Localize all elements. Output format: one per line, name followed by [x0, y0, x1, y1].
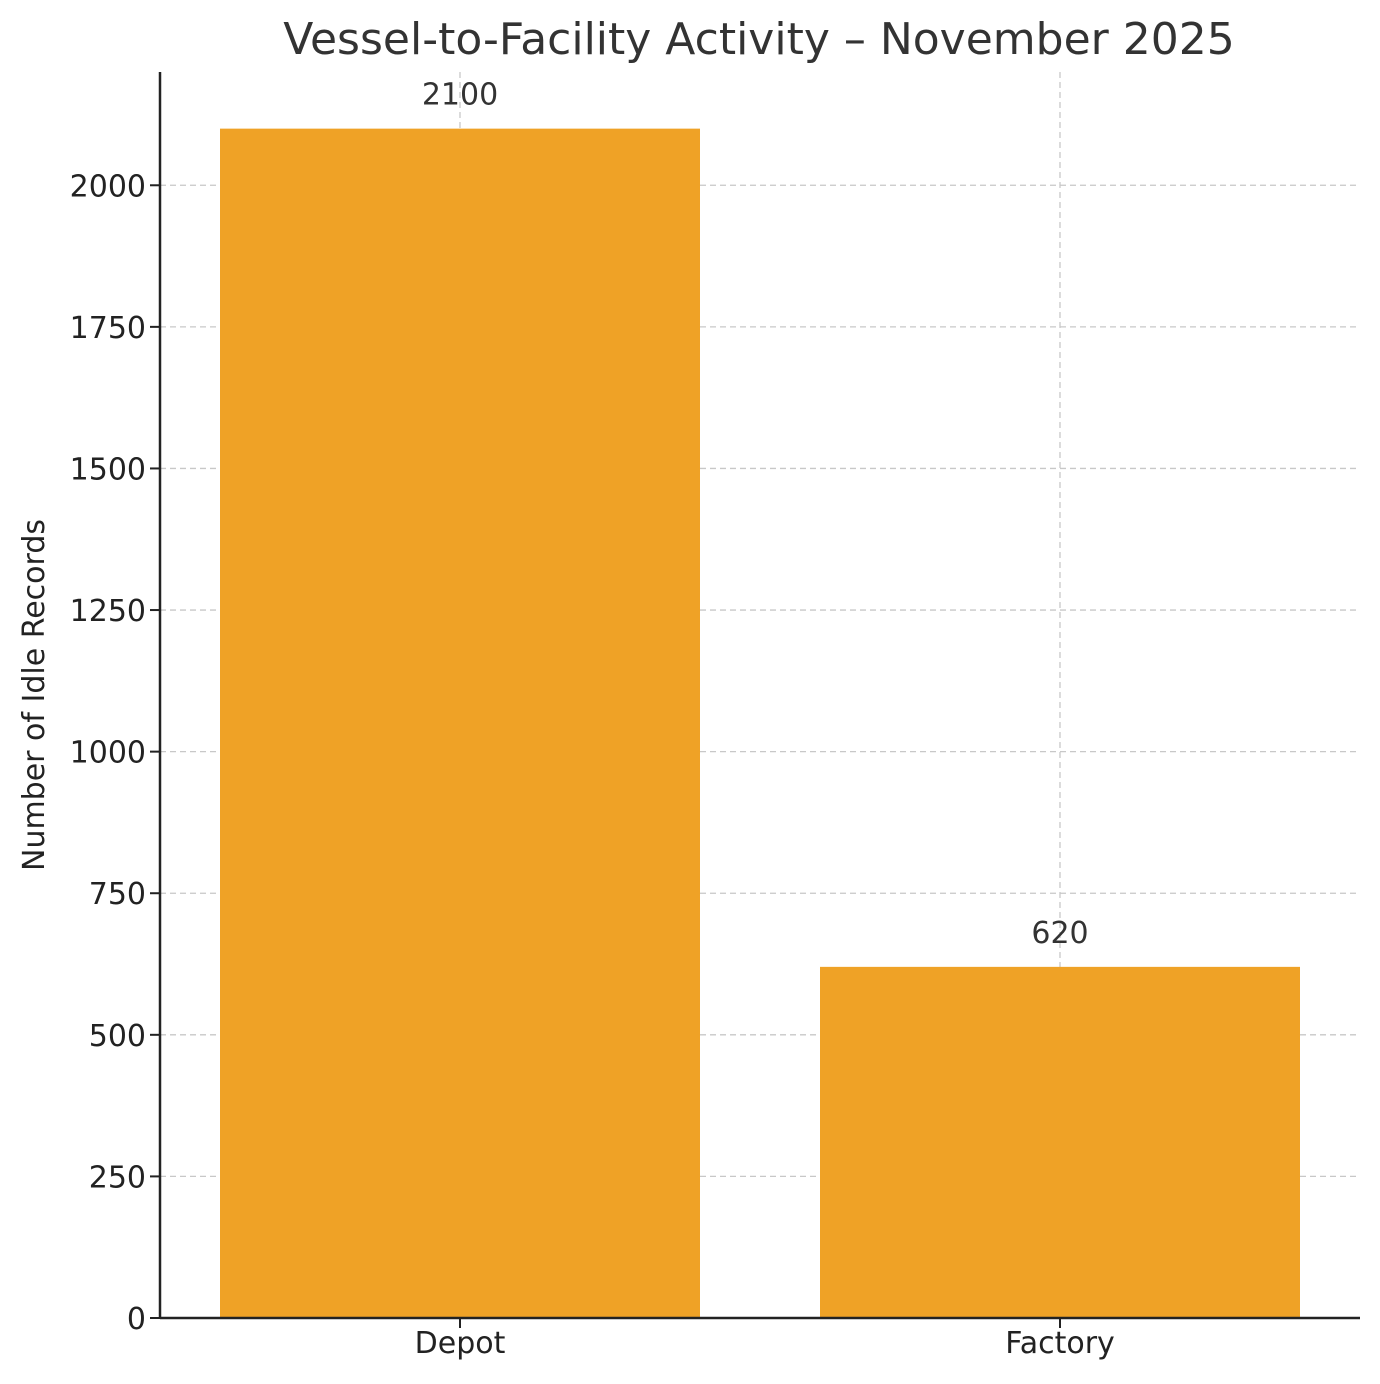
bar-depot	[220, 128, 700, 1319]
y-tick-label: 2000	[70, 169, 146, 204]
y-tick-label: 250	[89, 1160, 146, 1195]
y-tick-label: 1000	[70, 736, 146, 771]
bar-layer	[220, 128, 1300, 1319]
axis-layer	[150, 72, 1360, 1328]
label-layer: 0 250 500 750 1000 1250 1500 1750 2000 Depot 2100 F…	[70, 78, 1115, 1361]
chart-title: Vessel-to-Facility Activity – November 2…	[283, 14, 1234, 65]
x-tick-label: Depot	[415, 1326, 506, 1361]
y-tick-label: 0	[127, 1302, 146, 1337]
x-tick-label: Factory	[1005, 1326, 1115, 1361]
y-tick-label: 1500	[70, 452, 146, 487]
data-label: 620	[1031, 916, 1088, 951]
y-tick-label: 500	[89, 1019, 146, 1054]
y-tick-label: 1250	[70, 594, 146, 629]
y-tick-label: 750	[89, 877, 146, 912]
bar-factory	[820, 966, 1300, 1318]
data-label: 2100	[422, 78, 498, 113]
y-tick-label: 1750	[70, 311, 146, 346]
y-axis-label: Number of Idle Records	[17, 519, 52, 871]
